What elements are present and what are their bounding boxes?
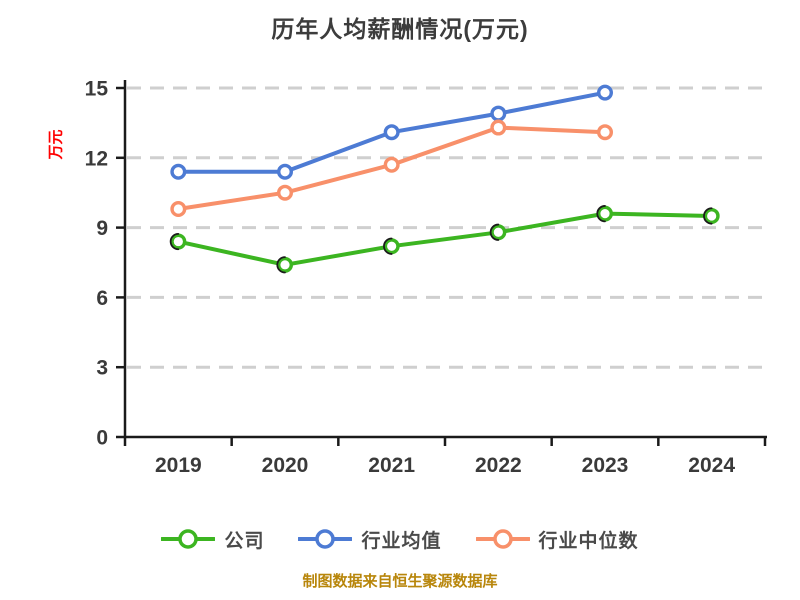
series-marker-edge: [703, 207, 713, 225]
y-tick-label: 0: [96, 427, 108, 450]
series-marker-0: [597, 205, 614, 222]
legend-label: 行业中位数: [538, 530, 639, 552]
series-marker-0: [703, 207, 720, 224]
series-marker-edge: [169, 232, 180, 251]
legend-line-marker-icon: [161, 529, 216, 549]
series-marker-2: [597, 124, 614, 141]
series-marker-0: [170, 233, 187, 250]
legend-item-2: 行业中位数: [475, 526, 639, 553]
series-marker-2: [170, 200, 187, 217]
series-marker-1: [277, 163, 294, 180]
series-marker-edge: [596, 205, 606, 223]
y-tick-label: 3: [96, 357, 108, 380]
chart-legend: 公司 行业均值 行业中位数: [0, 521, 800, 557]
series-marker-1: [490, 105, 507, 122]
series-marker-edge: [276, 256, 286, 274]
series-line-0: [176, 211, 714, 267]
legend-label: 行业均值: [361, 530, 442, 552]
series-marker-edge: [383, 237, 393, 255]
series-marker-edge: [489, 223, 500, 241]
y-tick-label: 9: [96, 217, 108, 240]
x-tick-label: 2020: [262, 454, 309, 477]
y-tick-label: 6: [96, 287, 108, 310]
x-tick-label: 2021: [368, 454, 415, 477]
y-tick-label: 15: [85, 78, 109, 101]
series-marker-2: [490, 119, 507, 136]
legend-label: 公司: [224, 530, 265, 552]
legend-line-marker-icon: [475, 529, 530, 549]
x-tick-label: 2019: [155, 454, 202, 477]
series-marker-2: [277, 184, 294, 201]
series-marker-2: [383, 156, 400, 173]
legend-item-1: 行业均值: [298, 526, 441, 553]
series-marker-0: [277, 256, 294, 273]
chart-title: 历年人均薪酬情况(万元): [271, 16, 529, 42]
source-note: 制图数据来自恒生聚源数据库: [302, 573, 498, 590]
x-tick-label: 2024: [688, 454, 735, 477]
legend-line-marker-icon: [298, 529, 353, 549]
series-marker-1: [597, 84, 614, 101]
series-marker-0: [383, 238, 400, 255]
series-marker-1: [170, 163, 187, 180]
salary-line-chart: 0 3 6 9 12 15 2019 2020 2021 2022 2023 2024: [85, 78, 767, 477]
x-tick-label: 2022: [475, 454, 522, 477]
x-tick-label: 2023: [582, 454, 629, 477]
series-marker-1: [383, 124, 400, 141]
legend-item-0: 公司: [161, 526, 264, 553]
series-marker-0: [490, 224, 507, 241]
y-tick-label: 12: [85, 147, 108, 170]
